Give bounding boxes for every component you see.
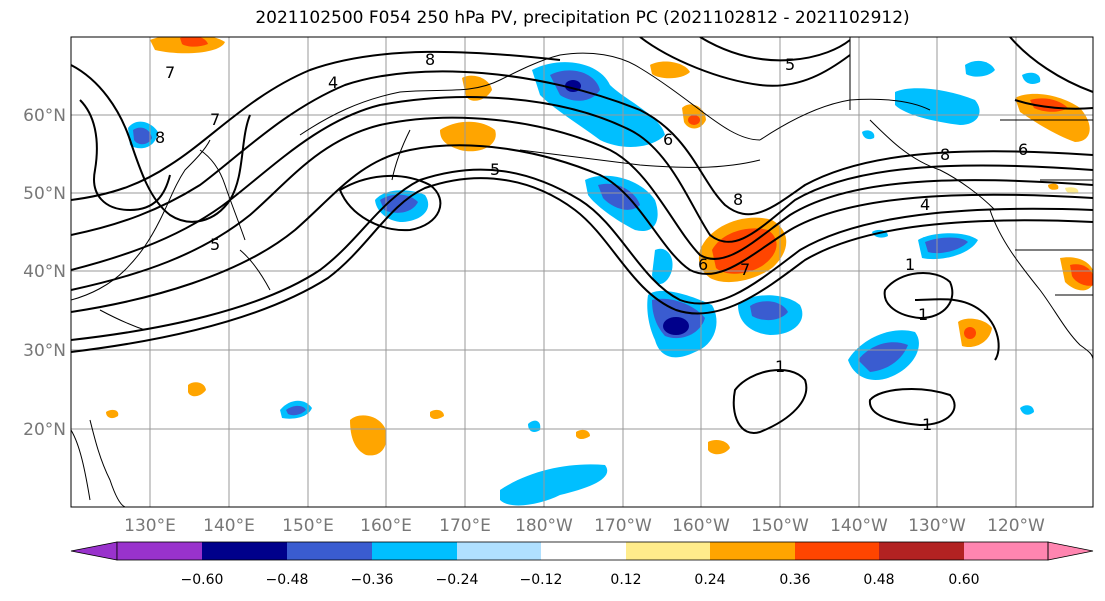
colorbar-tick-label: −0.12	[520, 572, 563, 588]
lon-label: 130°W	[908, 516, 966, 536]
precip-positive-area	[688, 115, 700, 125]
colorbar-segment	[202, 542, 287, 560]
pv-contour-label: 1	[775, 357, 785, 376]
precip-negative-area	[965, 60, 995, 77]
precip-negative-area	[925, 237, 968, 254]
colorbar-tick-label: 0.48	[863, 572, 894, 588]
pv-contour-label: 7	[740, 260, 750, 279]
pv-contour-label: 1	[922, 415, 932, 434]
lon-label: 170°E	[439, 516, 491, 536]
pv-contour-label: 5	[210, 235, 220, 254]
colorbar-tick-label: 0.24	[694, 572, 725, 588]
precip-positive-area	[712, 228, 777, 274]
pv-contour-label: 6	[1018, 140, 1028, 159]
colorbar-segment	[457, 542, 541, 560]
precip-positive-area	[440, 121, 496, 152]
colorbar-segment	[541, 542, 626, 560]
pv-contour-labels: 1 1 1 1 4 4 5 5 5 6 6 6 7 7 7 8 8 8 8	[155, 50, 1028, 434]
pv-contour-label: 4	[920, 195, 930, 214]
lat-label: 40°N	[23, 262, 66, 282]
pv-contours	[71, 37, 1093, 434]
pv-contour-label: 8	[425, 50, 435, 69]
lon-label: 150°E	[282, 516, 334, 536]
pv-contour-label: 1	[905, 255, 915, 274]
colorbar-tick-label: 0.60	[948, 572, 979, 588]
precip-positive-area	[350, 415, 387, 456]
precip-negative-area	[133, 127, 152, 145]
precip-positive-area	[462, 75, 492, 101]
colorbar-tick-label: −0.36	[351, 572, 394, 588]
lon-label: 160°W	[672, 516, 730, 536]
precip-positive-area	[1048, 183, 1059, 190]
colorbar-segment	[710, 542, 795, 560]
colorbar-tick-label: 0.36	[779, 572, 810, 588]
colorbar-segment	[287, 542, 372, 560]
colorbar-tick-label: −0.24	[436, 572, 479, 588]
lon-label: 170°W	[594, 516, 652, 536]
precip-positive-area	[180, 37, 208, 47]
lon-label: 130°E	[124, 516, 176, 536]
colorbar-segment	[795, 542, 879, 560]
precip-positive-area	[188, 382, 206, 397]
precip-positive-area	[1070, 264, 1093, 286]
pv-contour-label: 8	[733, 190, 743, 209]
pv-contour-label: 8	[155, 128, 165, 147]
map-title: 2021102500 F054 250 hPa PV, precipitatio…	[255, 8, 910, 28]
precip-negative-area	[1020, 405, 1034, 415]
pv-contour-label: 7	[210, 110, 220, 129]
lon-label: 150°W	[751, 516, 809, 536]
precip-positive-area	[964, 327, 976, 339]
lat-label: 60°N	[23, 106, 66, 126]
pv-contour-label: 5	[490, 160, 500, 179]
lat-label: 50°N	[23, 184, 66, 204]
precip-positive-area	[708, 440, 730, 455]
colorbar-tick-label: 0.12	[610, 572, 641, 588]
precip-positive-area	[650, 61, 690, 79]
colorbar-segment	[964, 542, 1048, 560]
lon-label: 140°W	[830, 516, 888, 536]
precip-negative-area	[750, 301, 788, 321]
colorbar-over-extend	[1047, 541, 1094, 561]
pv-contour-label: 5	[785, 55, 795, 74]
precip-positive-area	[1065, 187, 1079, 194]
precip-negative-area	[500, 464, 608, 506]
pv-contour-label: 6	[663, 130, 673, 149]
lon-label: 180°W	[515, 516, 573, 536]
precipitation-shading	[106, 37, 1093, 506]
colorbar-tick-label: −0.48	[266, 572, 309, 588]
colorbar: −0.60 −0.48 −0.36 −0.24 −0.12 0.12 0.24 …	[70, 541, 1094, 588]
precip-negative-area	[652, 248, 673, 285]
precip-positive-area	[430, 409, 444, 419]
colorbar-segment	[117, 542, 202, 560]
latitude-labels: 60°N 50°N 40°N 30°N 20°N	[23, 106, 66, 440]
precip-negative-area	[1022, 72, 1041, 84]
precip-negative-area	[598, 183, 640, 210]
longitude-labels: 130°E 140°E 150°E 160°E 170°E 180°W 170°…	[124, 516, 1045, 536]
colorbar-under-extend	[70, 541, 118, 561]
lat-label: 30°N	[23, 341, 66, 361]
lat-lon-gridlines	[71, 37, 1093, 507]
map-frame	[70, 36, 1094, 508]
pv-contour-label: 4	[328, 73, 338, 92]
precip-negative-area	[286, 405, 306, 416]
map-panel: 1 1 1 1 4 4 5 5 5 6 6 6 7 7 7 8 8 8 8	[71, 37, 1093, 507]
precip-negative-area	[862, 130, 875, 140]
precip-positive-area	[106, 409, 119, 419]
lon-label: 120°W	[987, 516, 1045, 536]
precip-positive-area	[576, 429, 590, 439]
colorbar-segment	[626, 542, 710, 560]
lat-label: 20°N	[23, 420, 66, 440]
precip-negative-area	[663, 317, 689, 335]
colorbar-tick-label: −0.60	[181, 572, 224, 588]
colorbar-segment	[879, 542, 964, 560]
pv-contour-label: 1	[918, 305, 928, 324]
lon-label: 140°E	[203, 516, 255, 536]
colorbar-segment	[372, 542, 457, 560]
pv-contour-label: 7	[165, 63, 175, 82]
pv-contour-label: 8	[940, 145, 950, 164]
lon-label: 160°E	[360, 516, 412, 536]
pv-contour-label: 6	[698, 255, 708, 274]
